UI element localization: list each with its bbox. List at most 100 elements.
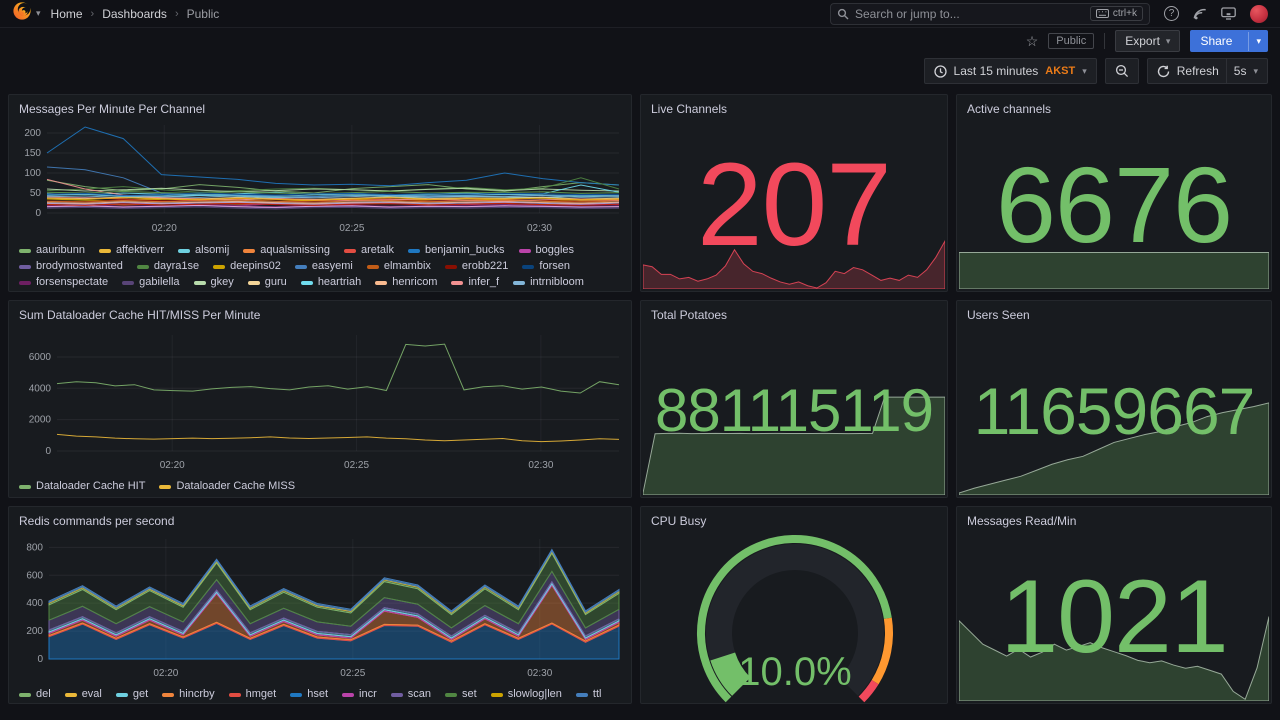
series-color-swatch <box>228 692 241 697</box>
series-label: intrnibloom <box>530 276 584 288</box>
series-color-swatch <box>64 692 77 697</box>
panel-title[interactable]: Messages Per Minute Per Channel <box>19 102 206 116</box>
legend-item[interactable]: ttl <box>575 688 601 701</box>
legend-item[interactable]: easyemi <box>294 260 353 273</box>
series-color-swatch <box>98 248 111 253</box>
grafana-logo <box>12 1 32 26</box>
time-range-picker[interactable]: Last 15 minutes AKST ▾ <box>923 58 1097 84</box>
dataloader-chart[interactable]: 0 2000 4000 6000 02:20 02:25 02:30 <box>9 325 631 478</box>
zoom-out-button[interactable] <box>1104 58 1139 84</box>
refresh-interval[interactable]: 5s <box>1233 64 1247 78</box>
series-color-swatch <box>247 280 260 285</box>
breadcrumb-home[interactable]: Home <box>50 6 83 21</box>
svg-text:0: 0 <box>45 446 51 457</box>
legend-item[interactable]: aretalk <box>343 244 394 257</box>
breadcrumb-current: Public <box>186 6 220 21</box>
panel-title[interactable]: Redis commands per second <box>19 514 175 528</box>
legend-item[interactable]: Dataloader Cache MISS <box>159 480 295 493</box>
breadcrumb-dashboards[interactable]: Dashboards <box>102 6 167 21</box>
stat-value: 881115119 <box>655 377 934 444</box>
redis-chart[interactable]: 0 200 400 600 800 02:20 02:25 02:30 <box>9 531 631 686</box>
series-label: Dataloader Cache MISS <box>176 480 296 492</box>
series-label: guru <box>264 276 287 288</box>
series-color-swatch <box>445 692 457 697</box>
legend-item[interactable]: guru <box>247 276 287 289</box>
legend-item[interactable]: infer_f <box>451 276 499 289</box>
news-rss-icon[interactable] <box>1193 7 1207 21</box>
dashboard-grid: Messages Per Minute Per Channel 0 50 100 15… <box>0 88 1280 704</box>
legend-item[interactable]: eval <box>64 688 102 701</box>
legend-item[interactable]: erobb221 <box>444 260 508 273</box>
legend-item[interactable]: forsen <box>522 260 570 273</box>
legend-item[interactable]: forsenspectate <box>19 276 108 289</box>
export-button[interactable]: Export ▾ <box>1115 30 1181 52</box>
legend-item[interactable]: scan <box>390 688 431 701</box>
panel-title[interactable]: Sum Dataloader Cache HIT/MISS Per Minute <box>19 308 261 322</box>
legend-item[interactable]: brodymostwanted <box>19 260 123 273</box>
legend-item[interactable]: boggles <box>518 244 574 257</box>
series-color-swatch <box>513 280 526 285</box>
legend-item[interactable]: dayra1se <box>136 260 200 273</box>
legend-item[interactable]: hset <box>290 688 328 701</box>
legend-item[interactable]: del <box>19 688 51 701</box>
legend-item[interactable]: gabilella <box>122 276 180 289</box>
legend: del eval get hincrby hmget hset incr scan set slo… <box>9 686 631 701</box>
user-avatar[interactable] <box>1250 4 1268 23</box>
timezone-label: AKST <box>1045 65 1076 77</box>
legend-item[interactable]: incr <box>342 688 377 701</box>
series-color-swatch <box>518 248 531 253</box>
legend-item[interactable]: benjamin_bucks <box>408 244 505 257</box>
panel-title[interactable]: Live Channels <box>651 102 728 116</box>
series-color-swatch <box>115 692 128 697</box>
time-controls-bar: Last 15 minutes AKST ▾ Refresh 5s ▾ <box>0 54 1280 88</box>
legend-item[interactable]: alsomij <box>178 244 229 257</box>
svg-text:02:30: 02:30 <box>528 460 553 471</box>
panel-title[interactable]: Active channels <box>967 102 1052 116</box>
legend-item[interactable]: intrnibloom <box>513 276 584 289</box>
legend-item[interactable]: slowlog|len <box>490 688 562 701</box>
breadcrumb-separator: › <box>174 7 179 20</box>
panel-title[interactable]: Messages Read/Min <box>967 514 1077 528</box>
legend-item[interactable]: elmambix <box>366 260 431 273</box>
legend-item[interactable]: affektiverr <box>98 244 164 257</box>
org-switcher[interactable]: ▾ <box>12 1 41 26</box>
legend-item[interactable]: gkey <box>193 276 234 289</box>
svg-text:0: 0 <box>37 654 43 665</box>
svg-text:02:20: 02:20 <box>153 668 178 679</box>
series-color-swatch <box>451 280 464 285</box>
panel-redis-commands: Redis commands per second 0 200 400 600 800 0… <box>8 506 632 704</box>
series-color-swatch <box>193 280 206 285</box>
help-icon[interactable]: ? <box>1164 6 1179 21</box>
legend-item[interactable]: hmget <box>228 688 276 701</box>
search-shortcut: ctrl+k <box>1089 6 1143 21</box>
chevron-down-icon[interactable]: ▾ <box>1248 31 1268 51</box>
search-input[interactable]: Search or jump to... ctrl+k <box>830 2 1150 25</box>
legend-item[interactable]: deepins02 <box>213 260 281 273</box>
legend-item[interactable]: Dataloader Cache HIT <box>19 480 145 493</box>
legend-item[interactable]: henricom <box>375 276 437 289</box>
legend-item[interactable]: aqualsmissing <box>243 244 330 257</box>
series-label: eval <box>81 688 102 700</box>
legend-item[interactable]: heartriah <box>300 276 361 289</box>
series-label: infer_f <box>468 276 500 288</box>
series-color-swatch <box>575 692 588 697</box>
share-button[interactable]: Share ▾ <box>1190 30 1268 52</box>
series-color-swatch <box>178 248 191 253</box>
legend-item[interactable]: set <box>445 688 477 701</box>
chevron-down-icon: ▾ <box>1253 65 1258 76</box>
series-label: dayra1se <box>153 260 200 272</box>
legend: aauribunn affektiverr alsomij aqualsmissing… <box>9 242 631 291</box>
messages-chart[interactable]: 0 50 100 150 200 02:20 02:25 02:30 <box>9 119 631 242</box>
series-color-swatch <box>300 280 313 285</box>
refresh-button[interactable]: Refresh 5s ▾ <box>1146 58 1268 84</box>
active-channels-sparkline <box>959 251 1269 289</box>
series-color-swatch <box>390 692 403 697</box>
panel-title[interactable]: CPU Busy <box>651 514 707 528</box>
legend-item[interactable]: aauribunn <box>19 244 85 257</box>
legend-item[interactable]: get <box>115 688 148 701</box>
panel-title[interactable]: Total Potatoes <box>651 308 728 322</box>
legend-item[interactable]: hincrby <box>162 688 215 701</box>
kiosk-monitor-icon[interactable] <box>1221 7 1236 20</box>
star-icon[interactable]: ☆ <box>1025 32 1039 49</box>
panel-title[interactable]: Users Seen <box>967 308 1030 322</box>
